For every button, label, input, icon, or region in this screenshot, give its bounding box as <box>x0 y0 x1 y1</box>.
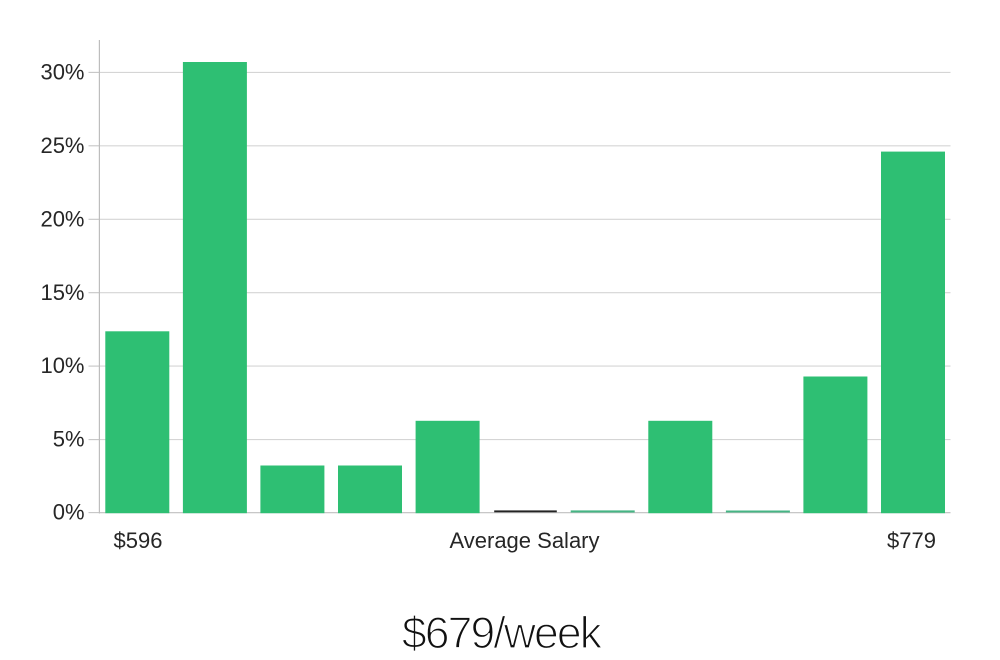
svg-text:25%: 25% <box>40 133 84 158</box>
svg-text:0%: 0% <box>53 500 85 525</box>
svg-text:10%: 10% <box>40 353 84 378</box>
svg-text:$596: $596 <box>114 528 163 553</box>
svg-text:20%: 20% <box>40 206 84 231</box>
svg-text:15%: 15% <box>40 280 84 305</box>
svg-text:$779: $779 <box>887 528 936 553</box>
svg-text:$679/week: $679/week <box>402 609 603 658</box>
svg-text:Average Salary: Average Salary <box>449 528 599 553</box>
svg-text:5%: 5% <box>53 427 85 452</box>
svg-text:30%: 30% <box>40 60 84 85</box>
